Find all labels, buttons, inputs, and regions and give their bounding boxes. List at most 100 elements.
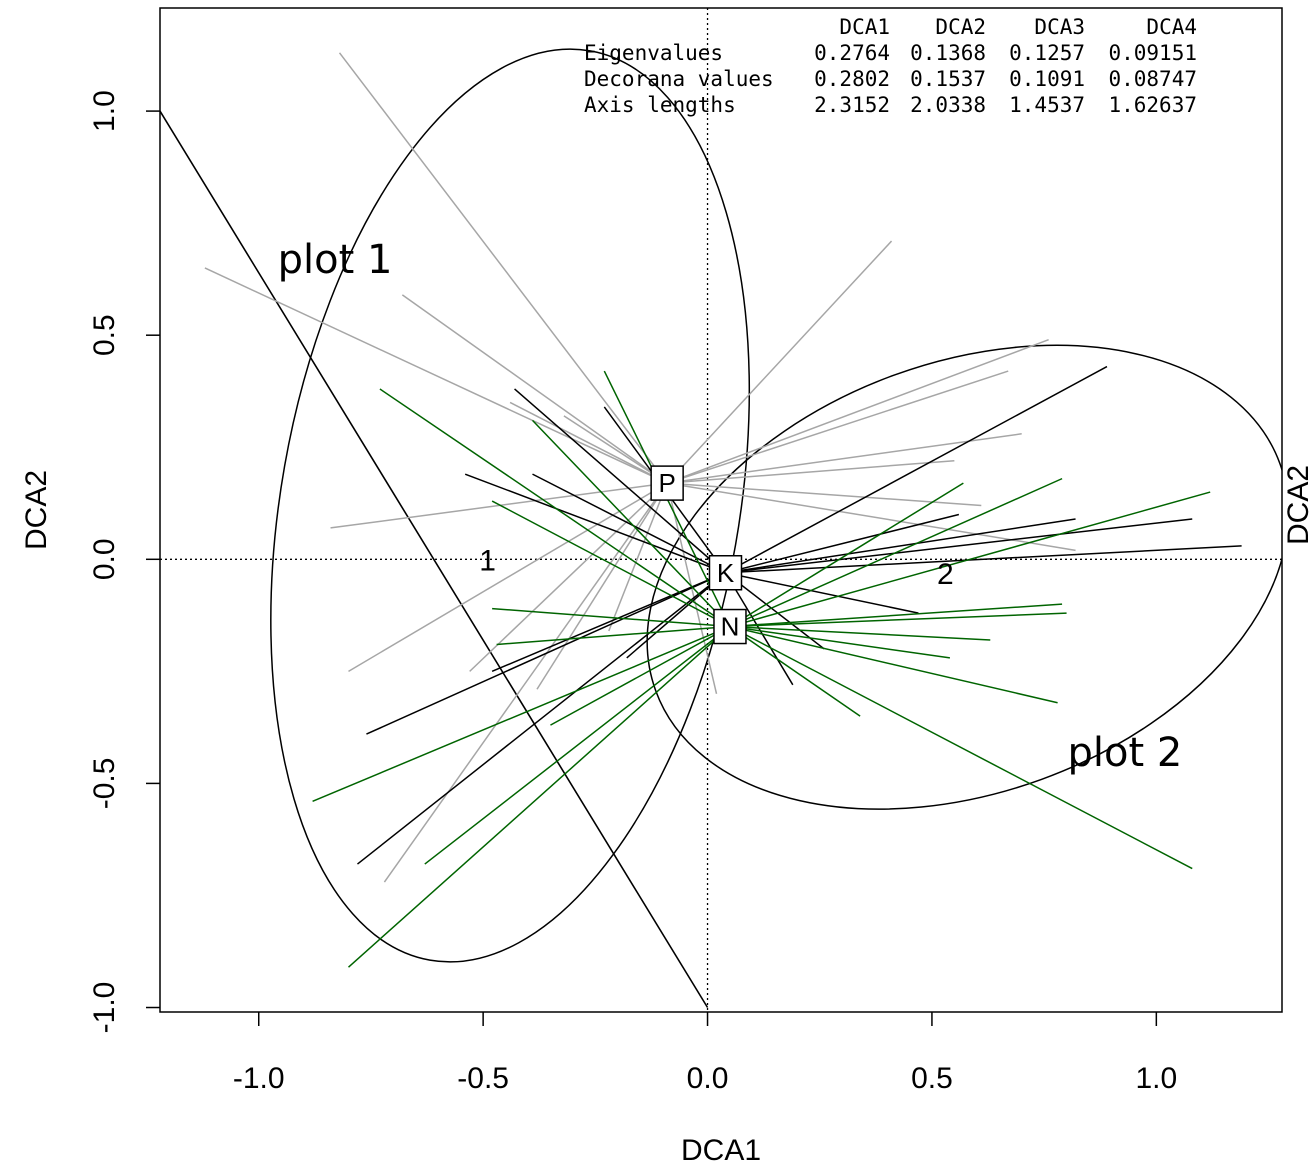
spider-line-black-0 (514, 388, 726, 574)
stats-header-dca4: DCA4 (1146, 15, 1197, 39)
spider-line-black-2 (464, 473, 726, 574)
spider-line-green-15 (729, 625, 991, 641)
spider-line-green-9 (550, 625, 731, 726)
spider-line-gray-17 (608, 482, 668, 632)
y-tick-label: 0.0 (88, 538, 121, 580)
spider-line-black-8 (725, 365, 1108, 574)
group-ellipse-1 (270, 48, 751, 963)
spider-line-green-10 (729, 482, 964, 628)
spider-line-black-6 (357, 572, 726, 865)
stats-cell: 0.1257 (1009, 41, 1085, 65)
spider-line-gray-10 (666, 370, 1009, 484)
spider-line-black-13 (725, 572, 919, 614)
x-axis-title: DCA1 (681, 1134, 761, 1167)
spider-line-gray-8 (666, 240, 893, 484)
plot-frame (159, 7, 1283, 1013)
spider-line-black-3 (532, 473, 726, 574)
group-label-1: 1 (479, 544, 496, 577)
x-tick-label: -1.0 (233, 1062, 285, 1095)
spider-line-green-8 (347, 625, 731, 968)
spider-line-green-18 (729, 625, 861, 717)
stats-cell: 2.3152 (814, 93, 890, 117)
stats-row-label: Eigenvalues (584, 41, 723, 65)
spider-line-green-13 (729, 603, 1063, 628)
spider-line-gray-12 (667, 459, 955, 484)
spider-line-green-0 (379, 388, 731, 628)
spider-line-gray-4 (348, 482, 668, 673)
spider-line-green-4 (492, 607, 731, 628)
spider-line-green-12 (729, 491, 1211, 628)
right-axis-title: DCA2 (1282, 465, 1315, 545)
stats-cell: 1.4537 (1009, 93, 1085, 117)
spider-line-black-9 (725, 513, 960, 574)
y-axis-title: DCA2 (20, 470, 53, 550)
spider-line-gray-3 (330, 482, 668, 529)
spider-line-gray-0 (338, 52, 668, 484)
spider-line-green-3 (491, 500, 731, 628)
spider-line-gray-9 (666, 338, 1049, 484)
spider-line-green-11 (729, 477, 1063, 628)
spider-line-green-7 (424, 625, 731, 865)
spider-line-green-16 (729, 625, 950, 659)
centroid-box-k (708, 555, 743, 591)
x-tick-label: 0.0 (687, 1062, 729, 1095)
stats-cell: 0.1368 (910, 41, 986, 65)
spider-series-green (312, 370, 1211, 968)
y-tick-label: -0.5 (88, 758, 121, 810)
spider-line-green-5 (496, 625, 731, 646)
spider-line-gray-13 (667, 482, 982, 507)
stats-cell: 0.2764 (814, 41, 890, 65)
centroid-box-n (713, 608, 747, 645)
stats-cell: 1.62637 (1108, 93, 1197, 117)
axes: -1.0 -0.5 0.0 0.5 1.0 -1.0 -0.5 0.0 0.5 1.0 (88, 90, 1177, 1095)
stats-cell: 2.0338 (910, 93, 986, 117)
spider-line-black-10 (725, 518, 1076, 574)
stats-cell: 0.1537 (910, 67, 986, 91)
centroid-label-k: K (717, 558, 735, 588)
spider-line-black-12 (725, 545, 1242, 574)
spider-line-green-19 (729, 625, 1193, 870)
spider-series-gray (204, 52, 1076, 883)
spider-line-gray-11 (667, 433, 1022, 484)
spider-line-black-4 (491, 572, 726, 673)
centroid-label-n: N (721, 612, 740, 642)
spider-line-black-11 (725, 518, 1193, 574)
spider-line-gray-14 (667, 482, 1076, 552)
stats-header-dca3: DCA3 (1034, 15, 1085, 39)
x-tick-label: -0.5 (457, 1062, 509, 1095)
spider-line-green-6 (312, 625, 731, 803)
spider-line-gray-5 (383, 482, 668, 883)
stats-header-dca1: DCA1 (839, 15, 890, 39)
stats-cell: 0.2802 (814, 67, 890, 91)
stats-row-label: Axis lengths (584, 93, 736, 117)
stats-cell: 0.1091 (1009, 67, 1085, 91)
spider-line-green-2 (531, 419, 731, 628)
spider-series-black (357, 365, 1242, 865)
spider-line-gray-16 (536, 482, 668, 690)
spider-line-gray-15 (469, 482, 668, 672)
group-label-2: 2 (937, 558, 954, 591)
y-tick-label: -1.0 (88, 982, 121, 1034)
stats-cell: 0.08747 (1108, 67, 1197, 91)
spider-line-black-5 (366, 572, 726, 735)
x-tick-label: 1.0 (1135, 1062, 1177, 1095)
spider-line-gray-1 (204, 267, 668, 484)
spider-line-green-14 (729, 612, 1067, 628)
spider-line-gray-7 (563, 415, 668, 484)
y-tick-label: 1.0 (88, 90, 121, 132)
spider-line-gray-2 (401, 294, 668, 484)
centroid-label-p: P (658, 468, 675, 498)
group-ellipse-2 (646, 344, 1282, 810)
separator-line (160, 110, 709, 1008)
spider-line-gray-6 (509, 401, 668, 484)
centroid-box-p (650, 465, 684, 501)
y-tick-label: 0.5 (88, 314, 121, 356)
annotation-plot-2: plot 2 (1068, 730, 1183, 776)
spider-line-green-17 (729, 625, 1058, 704)
stats-cell: 0.09151 (1108, 41, 1197, 65)
x-tick-label: 0.5 (911, 1062, 953, 1095)
stats-header-dca2: DCA2 (935, 15, 986, 39)
